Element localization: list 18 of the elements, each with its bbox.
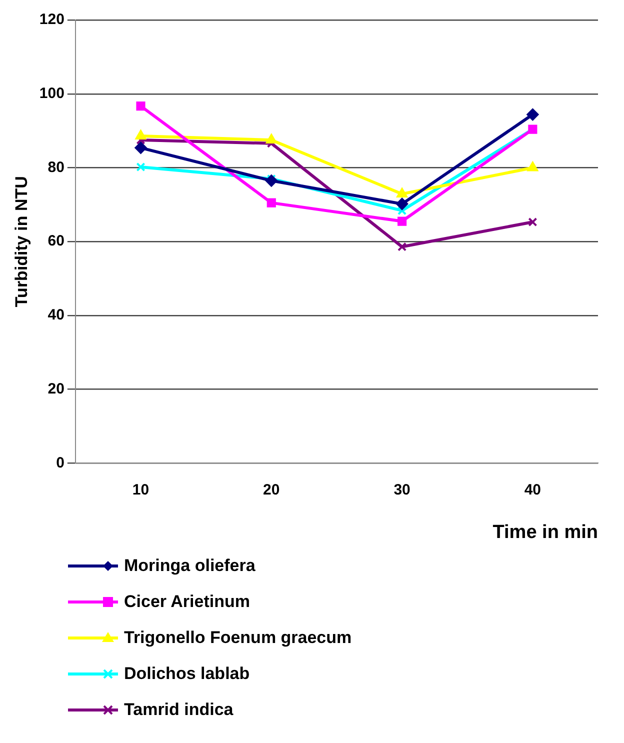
legend-label: Cicer Arietinum <box>124 592 250 612</box>
legend-label: Moringa oliefera <box>124 556 256 576</box>
x-tick-label: 30 <box>394 481 410 498</box>
y-tick-label: 0 <box>56 454 64 472</box>
x-axis-title: Time in min <box>492 522 598 543</box>
y-tick-label: 40 <box>48 306 64 324</box>
y-tick-label: 120 <box>39 11 64 28</box>
y-tick-label: 20 <box>48 380 64 398</box>
y-tick-label: 100 <box>39 85 64 102</box>
y-tick-label: 80 <box>48 158 64 176</box>
y-tick-label: 60 <box>48 232 64 250</box>
x-tick-label: 40 <box>524 481 542 498</box>
y-axis-title: Turbidity in NTU <box>12 176 31 308</box>
legend-label: Trigonello Foenum graecum <box>124 628 352 648</box>
x-tick-label: 20 <box>263 481 280 498</box>
legend-label: Dolichos lablab <box>124 664 250 684</box>
legend-label: Tamrid indica <box>124 700 234 720</box>
x-tick-label: 10 <box>132 481 150 498</box>
